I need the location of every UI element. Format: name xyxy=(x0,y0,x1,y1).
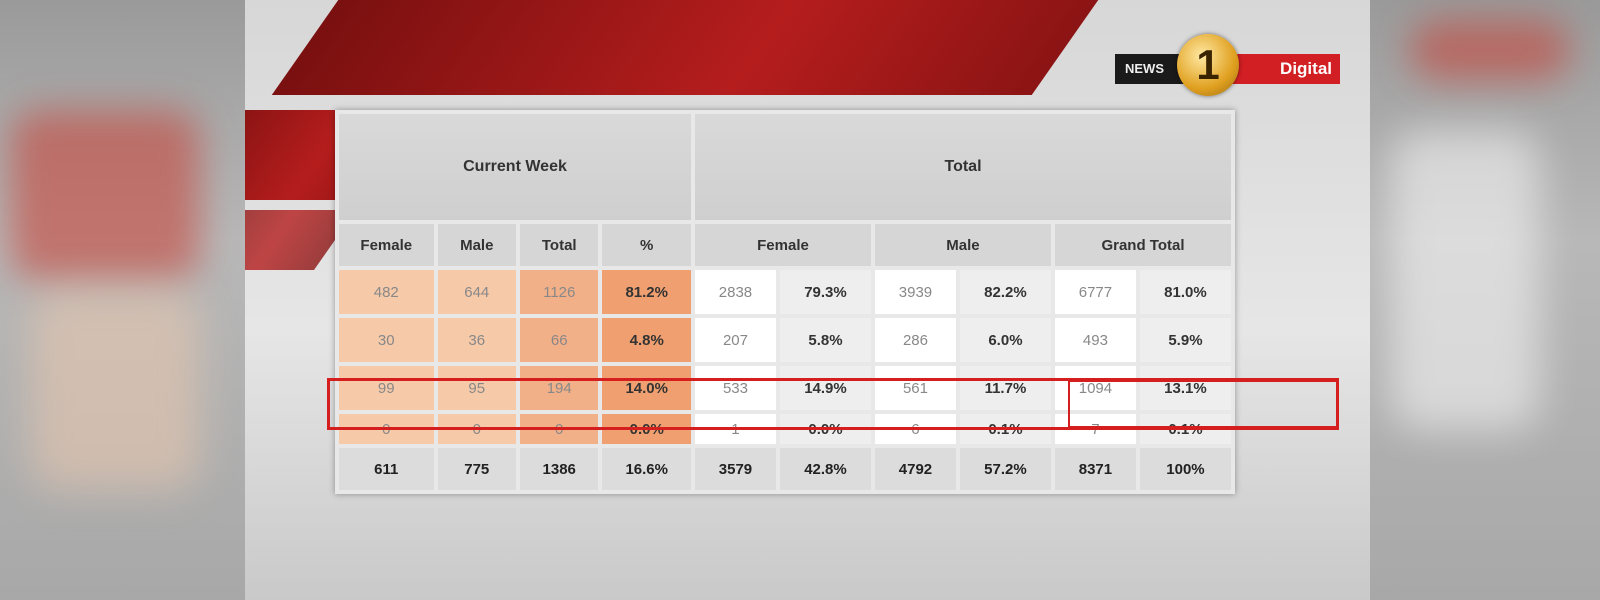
table-cell: 16.6% xyxy=(602,448,691,490)
table-cell: 57.2% xyxy=(959,448,1051,490)
col-header-grand-total: Grand Total xyxy=(1054,224,1231,266)
table-cell: 493 xyxy=(1054,318,1136,362)
table-cell: 30 xyxy=(339,318,434,362)
table-cell: 775 xyxy=(437,448,516,490)
col-header-male: Male xyxy=(437,224,516,266)
table-cell: 100% xyxy=(1139,448,1231,490)
table-cell: 533 xyxy=(695,366,776,410)
table-row: 482 644 1126 81.2% 2838 79.3% 3939 82.2%… xyxy=(339,270,1231,314)
table-cell: 207 xyxy=(695,318,776,362)
table-cell: 644 xyxy=(437,270,516,314)
group-header-total: Total xyxy=(695,114,1231,220)
table-cell: 6.0% xyxy=(959,318,1051,362)
table-cell: 8371 xyxy=(1054,448,1136,490)
table-cell: 11.7% xyxy=(959,366,1051,410)
table-cell: 482 xyxy=(339,270,434,314)
table-cell: 561 xyxy=(874,366,956,410)
group-header-row: Current Week Total xyxy=(339,114,1231,220)
col-header-total: Total xyxy=(520,224,599,266)
table-cell: 79.3% xyxy=(779,270,871,314)
table-cell: 14.9% xyxy=(779,366,871,410)
table-cell: 81.0% xyxy=(1139,270,1231,314)
news1st-digital-logo: NEWS Digital 1 xyxy=(1115,34,1345,96)
table-cell: 194 xyxy=(520,366,599,410)
table-cell: 286 xyxy=(874,318,956,362)
blurred-left-panel xyxy=(0,0,245,600)
table-cell: 14.0% xyxy=(602,366,691,410)
table-cell: 13.1% xyxy=(1139,366,1231,410)
table-row-highlighted: 99 95 194 14.0% 533 14.9% 561 11.7% 1094… xyxy=(339,366,1231,410)
red-background-band xyxy=(271,0,1099,95)
col-header-percent: % xyxy=(602,224,691,266)
table-cell: 5.8% xyxy=(779,318,871,362)
col-header-total-male: Male xyxy=(874,224,1051,266)
group-header-current-week: Current Week xyxy=(339,114,691,220)
table-cell: 2838 xyxy=(695,270,776,314)
logo-right-text: Digital xyxy=(1225,54,1340,84)
table-cell: 66 xyxy=(520,318,599,362)
table-totals-row: 611 775 1386 16.6% 3579 42.8% 4792 57.2%… xyxy=(339,448,1231,490)
table-cell: 81.2% xyxy=(602,270,691,314)
table-cell: 4.8% xyxy=(602,318,691,362)
col-header-female: Female xyxy=(339,224,434,266)
table-cell: 82.2% xyxy=(959,270,1051,314)
blurred-right-panel xyxy=(1370,0,1600,600)
statistics-table: Current Week Total Female Male Total % F… xyxy=(335,110,1235,494)
logo-number: 1 xyxy=(1177,34,1239,96)
table-row: 30 36 66 4.8% 207 5.8% 286 6.0% 493 5.9% xyxy=(339,318,1231,362)
table-cell: 99 xyxy=(339,366,434,410)
broadcast-frame: NEWS Digital 1 Current Week Total Female… xyxy=(245,0,1370,600)
table-cell: 3579 xyxy=(695,448,776,490)
table-cell: 6777 xyxy=(1054,270,1136,314)
table-cell: 1126 xyxy=(520,270,599,314)
grand-total-highlight-box xyxy=(1068,380,1338,428)
table-cell: 611 xyxy=(339,448,434,490)
table-cell: 1386 xyxy=(520,448,599,490)
table-cell: 3939 xyxy=(874,270,956,314)
col-header-total-female: Female xyxy=(695,224,871,266)
column-header-row: Female Male Total % Female Male Grand To… xyxy=(339,224,1231,266)
table-cell: 36 xyxy=(437,318,516,362)
table-cell: 4792 xyxy=(874,448,956,490)
table-cell: 5.9% xyxy=(1139,318,1231,362)
table-cell: 42.8% xyxy=(779,448,871,490)
table-cell: 95 xyxy=(437,366,516,410)
